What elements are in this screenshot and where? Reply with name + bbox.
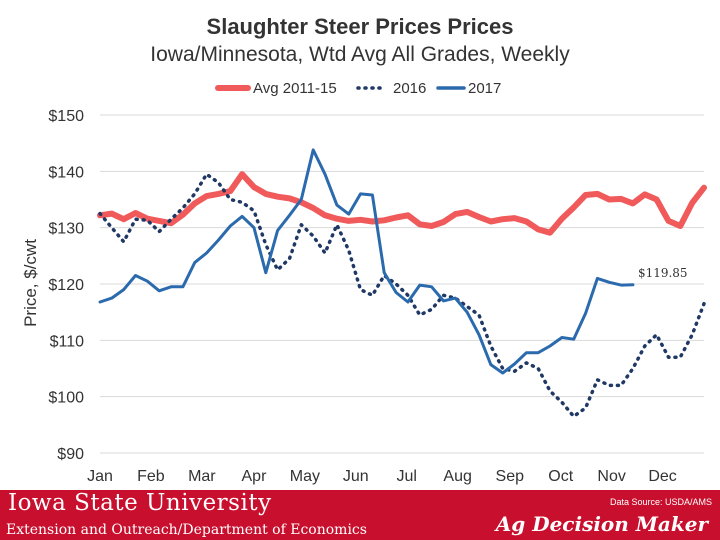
x-tick-label: Oct (548, 468, 573, 485)
data-label: $119.85 (638, 266, 688, 280)
y-tick-label: $110 (50, 333, 85, 350)
x-tick-label: Dec (648, 468, 676, 485)
chart-title: Slaughter Steer Prices Prices (207, 14, 514, 39)
series-line-2016 (98, 172, 706, 419)
footer-bar: Iowa State University Extension and Outr… (0, 490, 720, 540)
y-tick-label: $150 (48, 108, 84, 125)
x-tick-label: Jun (343, 468, 369, 485)
y-tick-label: $140 (48, 164, 84, 181)
x-tick-label: Jul (397, 468, 417, 485)
y-axis-label: Price, $/cwt (21, 239, 40, 327)
x-tick-label: Jan (87, 468, 113, 485)
legend-label-2016: 2016 (393, 80, 426, 97)
series-line-avg-2011-15 (97, 171, 707, 236)
x-tick-label: Aug (443, 468, 471, 485)
x-tick-label: Nov (597, 468, 625, 485)
chart: Slaughter Steer Prices Prices Iowa/Minne… (21, 14, 707, 485)
y-tick-label: $100 (48, 390, 84, 407)
y-tick-label: $120 (48, 277, 84, 294)
y-tick-label: $130 (48, 221, 84, 238)
legend: Avg 2011-15 2016 2017 (215, 80, 501, 97)
university-logo-text: Iowa State University (8, 490, 272, 516)
x-tick-label: Sep (496, 468, 525, 485)
gridlines (100, 114, 704, 454)
series-line-2017 (98, 148, 635, 375)
legend-label-2017: 2017 (468, 80, 501, 97)
x-tick-label: Apr (242, 468, 268, 485)
x-tick-label: May (290, 468, 320, 485)
legend-label-avg: Avg 2011-15 (253, 80, 337, 97)
data-source-text: Data Source: USDA/AMS (609, 497, 712, 507)
chart-subtitle: Iowa/Minnesota, Wtd Avg All Grades, Week… (150, 43, 570, 66)
extension-text: Extension and Outreach/Department of Eco… (6, 522, 367, 538)
x-tick-labels: Jan Feb Mar Apr May Jun Jul Aug Sep Oct Nov Dec (87, 468, 677, 485)
series-lines (97, 148, 707, 419)
x-tick-label: Feb (137, 468, 165, 485)
x-tick-label: Mar (188, 468, 216, 485)
annotations: $119.85 (638, 266, 688, 280)
brand-text: Ag Decision Maker (495, 512, 708, 536)
y-tick-labels: $90 $100 $110 $120 $130 $140 $150 (48, 108, 84, 463)
y-tick-label: $90 (57, 446, 84, 463)
